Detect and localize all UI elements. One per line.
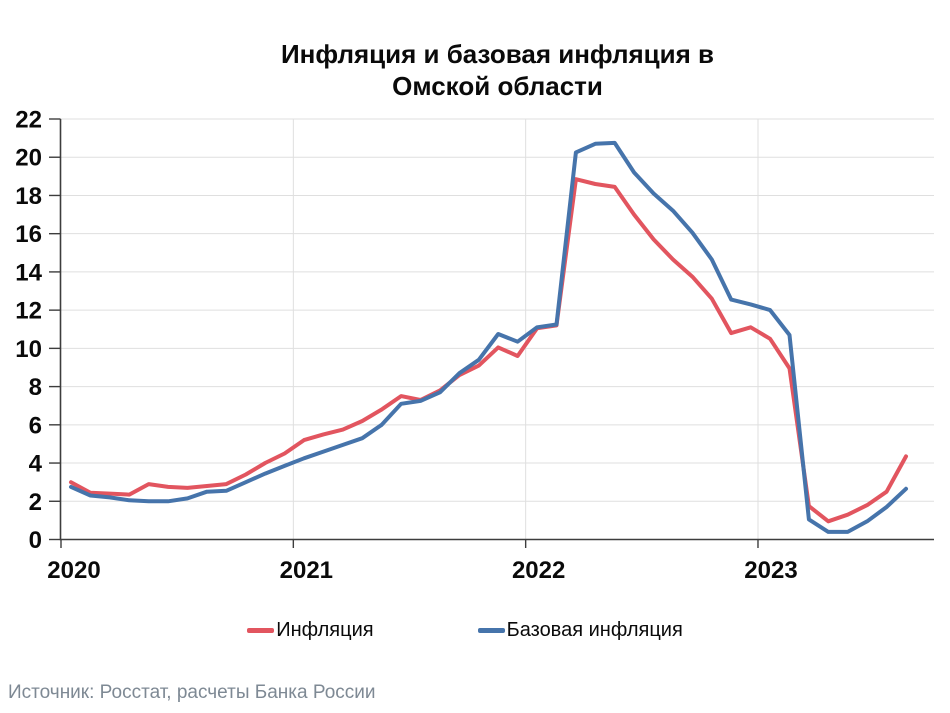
legend-label-core-inflation: Базовая инфляция (506, 618, 683, 641)
x-axis-tick-label: 2022 (512, 557, 565, 584)
legend-item-core-inflation: Базовая инфляция (477, 618, 683, 642)
y-axis-tick-label: 12 (15, 298, 42, 325)
y-axis-tick-label: 14 (15, 259, 42, 286)
x-axis-tick-label: 2021 (280, 557, 333, 584)
chart-title: Инфляция и базовая инфляция в Омской обл… (45, 38, 950, 102)
inflation-line-swatch (247, 627, 275, 633)
y-axis-tick-label: 16 (15, 221, 42, 248)
y-axis-tick-label: 8 (29, 374, 42, 401)
source-note: Источник: Росстат, расчеты Банка России (8, 682, 376, 703)
y-axis-tick-label: 20 (15, 145, 42, 172)
y-axis-tick-label: 0 (29, 527, 42, 554)
y-axis-tick-label: 22 (15, 107, 42, 134)
chart-title-line2: Омской области (392, 71, 603, 101)
inflation-series-line (69, 177, 908, 524)
y-axis-tick-label: 2 (29, 489, 42, 516)
legend-item-inflation: Инфляция (247, 618, 374, 642)
chart-legend: Инфляция Базовая инфляция (0, 614, 950, 646)
chart-title-line1: Инфляция и базовая инфляция в (280, 39, 715, 69)
legend-label-inflation: Инфляция (276, 618, 374, 641)
y-axis-tick-label: 4 (29, 451, 43, 478)
x-axis-tick-label: 2020 (47, 557, 100, 584)
core-inflation-series-line (69, 140, 908, 534)
x-axis-tick-label: 2023 (744, 557, 797, 584)
y-axis-tick-label: 18 (15, 183, 42, 210)
core-inflation-line-swatch (477, 627, 505, 633)
y-axis-tick-label: 10 (15, 336, 42, 363)
y-axis-tick-label: 6 (29, 412, 42, 439)
